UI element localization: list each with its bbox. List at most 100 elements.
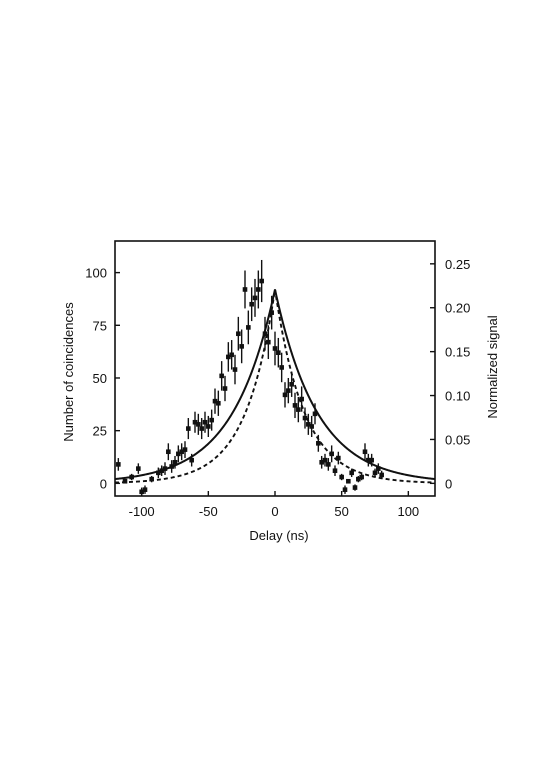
point-marker xyxy=(356,476,361,482)
point-marker xyxy=(162,466,168,471)
x-tick-label: -100 xyxy=(129,504,155,519)
data-point xyxy=(276,337,281,368)
data-point xyxy=(266,325,271,360)
point-marker xyxy=(122,478,128,484)
data-point xyxy=(186,418,191,440)
point-marker xyxy=(156,470,161,476)
data-point xyxy=(279,352,284,383)
data-point xyxy=(346,478,351,484)
point-marker xyxy=(372,470,378,476)
point-marker xyxy=(232,367,238,372)
data-point xyxy=(229,340,234,370)
point-marker xyxy=(142,487,148,492)
point-marker xyxy=(352,485,358,490)
data-point xyxy=(282,382,288,408)
data-point xyxy=(336,451,341,465)
point-marker xyxy=(172,459,178,465)
point-marker xyxy=(262,331,268,337)
point-marker xyxy=(179,449,184,455)
data-point xyxy=(372,468,378,478)
point-marker xyxy=(239,344,244,349)
data-point xyxy=(156,467,161,479)
x-tick-label: 0 xyxy=(271,504,278,519)
data-point xyxy=(296,396,301,423)
data-point xyxy=(289,371,294,397)
data-point xyxy=(286,377,291,404)
data-point xyxy=(259,259,264,303)
point-marker xyxy=(359,474,364,480)
data-point xyxy=(362,443,368,461)
point-marker xyxy=(209,417,214,423)
point-marker xyxy=(116,462,121,467)
data-point xyxy=(159,465,164,476)
data-points xyxy=(116,259,384,496)
fit-lines xyxy=(115,289,435,484)
point-marker xyxy=(229,352,234,358)
point-marker xyxy=(266,339,271,345)
y-tick-label: 0 xyxy=(100,476,107,491)
point-marker xyxy=(186,426,191,431)
data-point xyxy=(332,465,338,476)
data-point xyxy=(352,484,358,491)
point-marker xyxy=(226,354,231,360)
data-point xyxy=(149,475,154,483)
data-point xyxy=(306,413,311,435)
data-point xyxy=(192,411,198,433)
x-axis: -100 -50 0 50 100 xyxy=(129,491,419,519)
point-marker xyxy=(246,325,251,330)
data-point xyxy=(176,445,181,463)
data-point xyxy=(309,415,314,437)
data-point xyxy=(172,455,178,469)
data-point xyxy=(339,473,344,481)
point-marker xyxy=(276,350,281,355)
data-point xyxy=(209,409,214,431)
x-tick-label: -50 xyxy=(199,504,218,519)
point-marker xyxy=(212,398,218,404)
data-point xyxy=(312,403,318,425)
data-point xyxy=(226,342,231,372)
data-point xyxy=(329,445,334,463)
x-tick-label: 50 xyxy=(334,504,348,519)
data-point xyxy=(292,392,298,419)
point-marker xyxy=(312,411,318,417)
point-marker xyxy=(306,422,311,427)
data-point xyxy=(129,473,134,481)
point-marker xyxy=(296,407,301,412)
point-marker xyxy=(252,295,258,301)
data-point xyxy=(212,388,218,414)
y2-tick-label: 0.20 xyxy=(445,301,470,316)
point-marker xyxy=(166,449,171,455)
data-point xyxy=(232,354,238,385)
point-marker xyxy=(349,470,354,476)
point-marker xyxy=(182,447,188,452)
data-point xyxy=(249,287,254,322)
point-marker xyxy=(242,287,248,292)
y2-tick-label: 0.15 xyxy=(445,345,470,360)
point-marker xyxy=(379,472,384,478)
point-marker xyxy=(332,468,338,474)
data-point xyxy=(142,485,148,494)
data-point xyxy=(116,458,121,471)
data-point xyxy=(169,460,174,473)
data-point xyxy=(319,455,324,469)
point-marker xyxy=(322,457,328,463)
point-marker xyxy=(362,449,368,455)
point-marker xyxy=(269,310,274,315)
data-point xyxy=(316,434,321,452)
data-point xyxy=(219,361,224,391)
data-point xyxy=(202,411,208,433)
data-point xyxy=(206,415,211,437)
data-point xyxy=(162,462,168,475)
point-marker xyxy=(129,474,134,480)
y-axis-title: Number of coincidences xyxy=(61,302,76,442)
point-marker xyxy=(202,419,208,425)
data-point xyxy=(236,316,241,351)
point-marker xyxy=(222,386,228,391)
data-point xyxy=(196,413,201,435)
data-point xyxy=(122,478,128,484)
y2-axis-title: Normalized signal xyxy=(485,315,500,418)
point-marker xyxy=(339,474,344,480)
data-point xyxy=(269,295,274,330)
point-marker xyxy=(249,301,254,307)
